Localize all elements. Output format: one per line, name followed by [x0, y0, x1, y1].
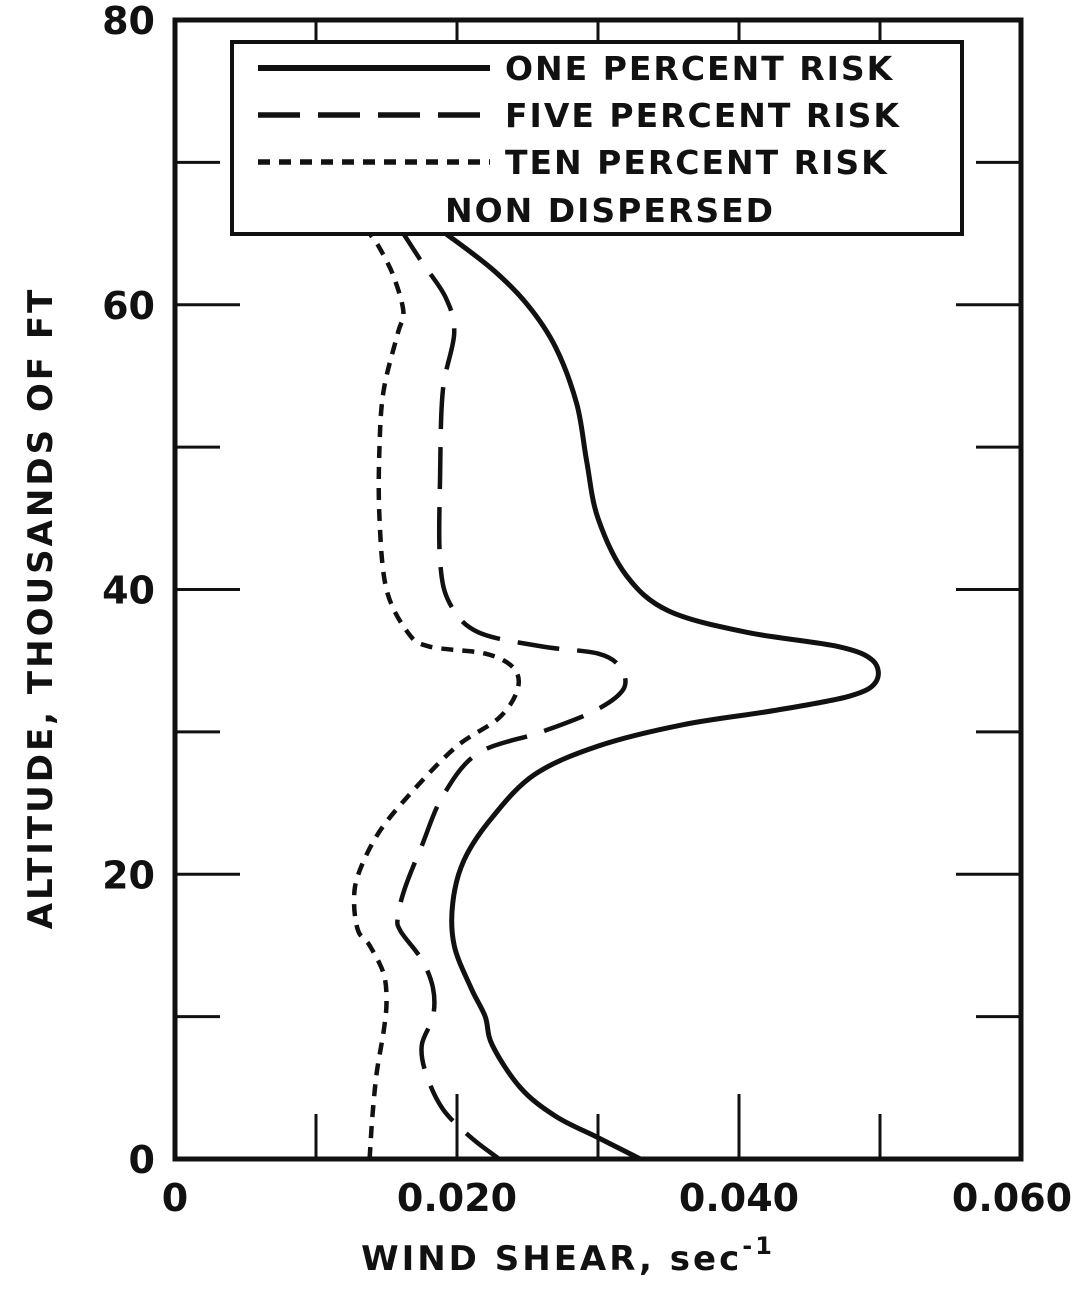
x-axis-title-superscript: -1: [742, 1232, 775, 1260]
x-tick-label: 0.040: [679, 1176, 799, 1220]
x-axis-title-text: WIND SHEAR, sec: [361, 1239, 742, 1279]
legend-entries: ONE PERCENT RISK FIVE PERCENT RISK TEN PER…: [258, 49, 901, 182]
legend-note: NON DISPERSED: [445, 191, 775, 230]
series-curves: [351, 231, 881, 1162]
legend: ONE PERCENT RISK FIVE PERCENT RISK TEN PER…: [230, 40, 964, 236]
y-axis-title: ALTITUDE, THOUSANDS OF FT: [21, 287, 61, 930]
series-line-3: [351, 232, 521, 1160]
legend-label-2: FIVE PERCENT RISK: [505, 96, 901, 135]
y-tick-label: 80: [102, 0, 155, 43]
legend-box: [230, 40, 964, 236]
series-line-1: [444, 231, 881, 1162]
plot-frame: [172, 17, 1024, 1162]
x-tick-label: 0.060: [952, 1176, 1072, 1220]
x-tick-label: 0: [162, 1176, 188, 1220]
y-tick-label: 60: [102, 284, 155, 328]
y-tick-label: 20: [102, 853, 155, 897]
legend-label-1: ONE PERCENT RISK: [505, 49, 894, 88]
y-tick-label: 0: [129, 1138, 155, 1182]
legend-label-3: TEN PERCENT RISK: [505, 143, 889, 182]
tick-labels: 0 20 40 60 80 0 0.020 0.040 0.060: [102, 0, 1072, 1220]
series-line-2: [395, 232, 628, 1161]
x-axis-title: WIND SHEAR, sec-1: [361, 1232, 775, 1279]
y-tick-label: 40: [102, 569, 155, 613]
x-tick-label: 0.020: [397, 1176, 517, 1220]
